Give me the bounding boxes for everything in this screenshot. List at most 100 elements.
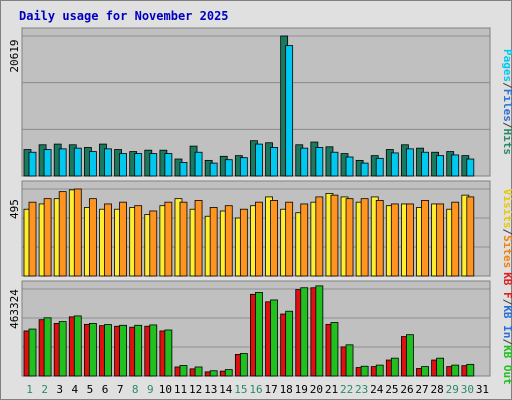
x-tick-label: 30 — [461, 383, 474, 396]
bar-pages-5 — [88, 151, 97, 177]
x-tick-label: 16 — [249, 383, 262, 396]
bar-kb-in-14 — [224, 369, 233, 377]
x-tick-label: 28 — [431, 383, 444, 396]
bar-pages-14 — [224, 159, 233, 177]
bar-kb-in-15 — [239, 353, 248, 377]
bar-pages-12 — [194, 151, 203, 177]
bar-pages-28 — [436, 155, 445, 177]
bar-pages-1 — [28, 151, 37, 177]
x-tick-label: 29 — [446, 383, 459, 396]
legend-separator: / — [501, 299, 512, 306]
legend-entry: Hits — [501, 129, 512, 156]
legend-entry: KB F — [501, 272, 512, 299]
bar-kb-in-2 — [43, 317, 52, 377]
x-tick-label: 31 — [476, 383, 489, 396]
bar-sites-5 — [88, 198, 97, 277]
bar-sites-15 — [239, 208, 248, 277]
bar-kb-in-7 — [119, 324, 127, 377]
bar-kb-in-8 — [134, 324, 143, 377]
x-tick-label: 14 — [219, 383, 233, 396]
bar-sites-19 — [300, 203, 309, 277]
x-tick-label: 11 — [174, 383, 187, 396]
legend-separator: / — [501, 122, 512, 129]
x-tick-label: 24 — [370, 383, 384, 396]
bar-kb-in-25 — [390, 357, 399, 377]
bar-kb-in-1 — [28, 328, 37, 377]
bar-sites-6 — [104, 203, 112, 277]
bar-pages-30 — [466, 158, 475, 177]
bar-pages-3 — [58, 148, 67, 177]
bar-kb-in-21 — [330, 322, 339, 377]
x-tick-label: 7 — [117, 383, 124, 396]
bar-sites-12 — [194, 200, 203, 277]
bar-sites-2 — [43, 198, 52, 277]
legend-separator: / — [501, 82, 512, 89]
panel-max-label: 463324 — [8, 289, 21, 329]
bar-sites-13 — [209, 207, 218, 277]
bar-kb-in-3 — [58, 321, 67, 377]
panel-max-label: 20619 — [8, 39, 21, 72]
bar-kb-in-13 — [209, 370, 218, 377]
bar-sites-24 — [375, 200, 384, 277]
x-tick-label: 23 — [355, 383, 368, 396]
panel-visits-sites: 495 Visits/Sites — [8, 180, 512, 277]
legend-entry: Sites — [501, 235, 512, 268]
bar-sites-29 — [451, 201, 460, 277]
bar-kb-in-28 — [436, 357, 445, 377]
bar-sites-14 — [224, 205, 233, 277]
x-tick-label: 6 — [102, 383, 109, 396]
chart-title: Daily usage for November 2025 — [19, 9, 229, 23]
bar-sites-18 — [285, 201, 294, 277]
bar-kb-in-10 — [164, 329, 173, 377]
bar-sites-27 — [421, 200, 429, 277]
bar-pages-25 — [390, 152, 399, 177]
bar-pages-13 — [209, 162, 218, 177]
x-tick-label: 9 — [147, 383, 154, 396]
bar-kb-in-11 — [179, 365, 188, 377]
bar-sites-4 — [73, 188, 82, 277]
x-tick-label: 5 — [87, 383, 94, 396]
bar-sites-16 — [255, 201, 263, 277]
bar-sites-28 — [436, 203, 445, 277]
x-tick-label: 20 — [310, 383, 323, 396]
bar-kb-in-19 — [300, 287, 309, 377]
bar-pages-9 — [149, 153, 158, 177]
bar-kb-in-30 — [466, 363, 475, 377]
bar-kb-in-9 — [149, 324, 158, 377]
bar-kb-in-26 — [406, 334, 414, 377]
x-tick-label: 15 — [234, 383, 247, 396]
bar-pages-21 — [330, 151, 339, 177]
bar-kb-in-16 — [255, 292, 263, 377]
legend-separator: / — [501, 229, 512, 236]
bar-pages-27 — [421, 151, 429, 177]
bar-pages-23 — [360, 162, 369, 177]
bar-kb-in-6 — [104, 324, 112, 377]
legend-separator: / — [501, 338, 512, 345]
bar-kb-in-18 — [285, 310, 294, 377]
legend-entry: Visits — [501, 189, 512, 229]
bar-kb-in-17 — [270, 299, 278, 377]
bar-sites-3 — [58, 191, 67, 277]
panel-legend: Pages/Files/Hits — [501, 49, 512, 155]
bar-sites-25 — [390, 203, 399, 277]
x-tick-label: 2 — [41, 383, 48, 396]
bar-pages-15 — [239, 157, 248, 177]
x-tick-label: 10 — [159, 383, 172, 396]
bar-pages-29 — [451, 154, 460, 177]
bar-kb-in-23 — [360, 365, 369, 377]
bar-sites-1 — [28, 201, 37, 277]
bar-sites-10 — [164, 201, 173, 277]
panel-max-label: 495 — [8, 199, 21, 219]
bar-sites-21 — [330, 194, 339, 277]
panel-legend: Visits/Sites — [501, 189, 512, 269]
bar-pages-16 — [255, 143, 263, 177]
bar-sites-26 — [406, 203, 414, 277]
bar-pages-22 — [345, 156, 354, 177]
x-tick-label: 17 — [264, 383, 277, 396]
bar-sites-7 — [119, 201, 127, 277]
x-tick-label: 25 — [385, 383, 398, 396]
bar-kb-in-22 — [345, 344, 354, 377]
legend-entry: Pages — [501, 49, 512, 82]
bar-pages-6 — [104, 148, 112, 177]
